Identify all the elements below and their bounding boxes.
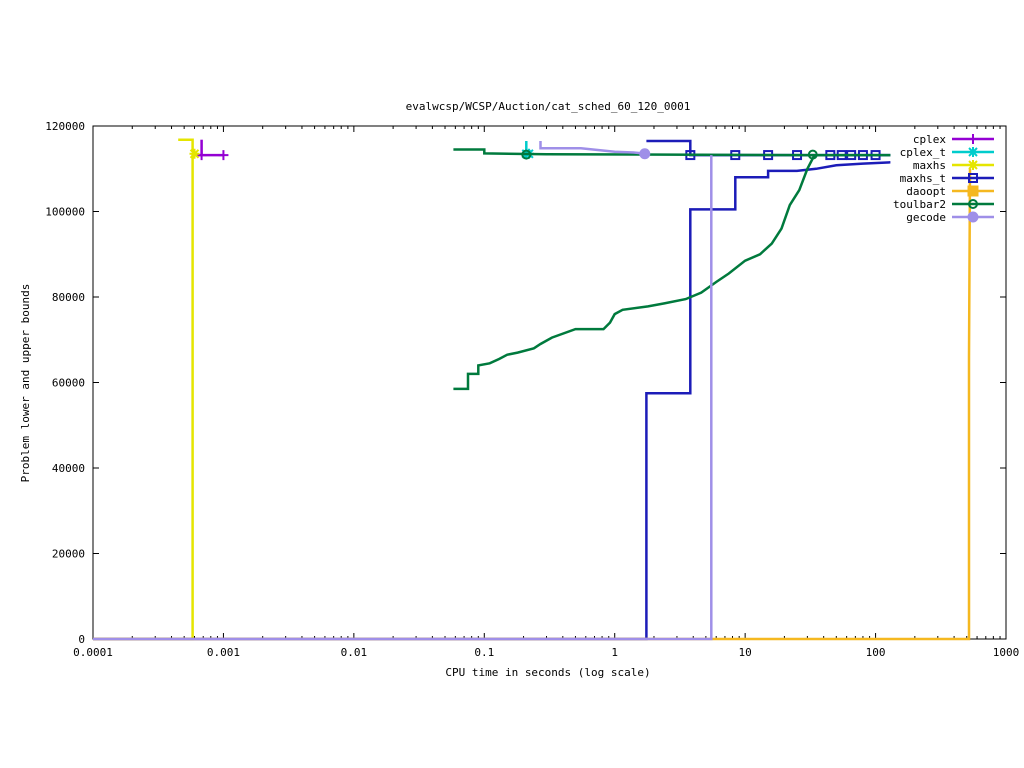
series-toulbar2-marker (521, 149, 532, 160)
series-maxhs-t (93, 139, 891, 641)
legend-label-cplex-t: cplex_t (900, 146, 946, 159)
y-tick-label: 0 (78, 633, 85, 646)
x-tick-label: 0.1 (474, 646, 494, 659)
legend-label-gecode: gecode (906, 211, 946, 224)
chart-title: evalwcsp/WCSP/Auction/cat_sched_60_120_0… (406, 100, 691, 113)
y-tick-label: 20000 (52, 548, 85, 561)
series-daoopt-lower-line (93, 168, 972, 641)
series-maxhs-t-lower-line (93, 161, 891, 641)
x-tick-label: 100 (866, 646, 886, 659)
x-tick-label: 0.01 (341, 646, 368, 659)
series-toulbar2-marker (807, 149, 818, 160)
series-toulbar2-lower-line (453, 154, 816, 391)
series-maxhs (93, 138, 200, 641)
series-maxhs-lower-line (93, 153, 194, 641)
legend-marker-gecode (967, 211, 979, 223)
legend-label-maxhs-t: maxhs_t (900, 172, 946, 185)
x-tick-label: 0.0001 (73, 646, 113, 659)
legend-marker-maxhs (968, 160, 978, 170)
legend-marker-cplex-t (968, 147, 978, 157)
y-tick-label: 120000 (45, 120, 85, 133)
series-toulbar2 (453, 148, 891, 391)
legend-marker-daoopt (967, 185, 979, 197)
plot-border (92, 125, 1007, 640)
series-cplex-marker (196, 150, 207, 161)
series-cplex-marker (218, 150, 229, 161)
series-toulbar2-upper-line (453, 148, 891, 157)
y-axis-label: Problem lower and upper bounds (19, 284, 32, 483)
series-gecode (93, 141, 713, 641)
x-tick-label: 0.001 (207, 646, 240, 659)
x-tick-label: 10 (739, 646, 752, 659)
legend-label-daoopt: daoopt (906, 185, 946, 198)
x-tick-label: 1 (611, 646, 618, 659)
legend-marker-cplex (968, 134, 978, 144)
x-tick-label: 1000 (993, 646, 1020, 659)
axis-ticks: 0.0001 0.001 0.01 0.1 1 10 100 1000 0 20000 40000 6… (45, 120, 1019, 659)
legend-label-toulbar2: toulbar2 (893, 198, 946, 211)
series-cplex (196, 139, 229, 161)
y-tick-label: 60000 (52, 377, 85, 390)
series-layer (93, 138, 972, 641)
series-gecode-lower-line (93, 155, 713, 641)
legend: cplexcplex_tmaxhsmaxhs_tdaoopttoulbar2ge… (893, 133, 994, 224)
y-tick-label: 40000 (52, 462, 85, 475)
plot-frame (92, 125, 1007, 640)
series-gecode-upper-line (539, 141, 647, 156)
legend-label-cplex: cplex (913, 133, 946, 146)
series-gecode-marker (639, 148, 651, 160)
x-axis-label: CPU time in seconds (log scale) (445, 666, 650, 679)
legend-label-maxhs: maxhs (913, 159, 946, 172)
legend-marker-maxhs-t (968, 173, 978, 183)
y-tick-label: 80000 (52, 291, 85, 304)
y-tick-label: 100000 (45, 206, 85, 219)
series-daoopt (93, 168, 972, 641)
series-maxhs-t-upper-line (646, 139, 891, 157)
legend-marker-toulbar2 (968, 199, 978, 209)
series-maxhs-marker (189, 148, 200, 159)
